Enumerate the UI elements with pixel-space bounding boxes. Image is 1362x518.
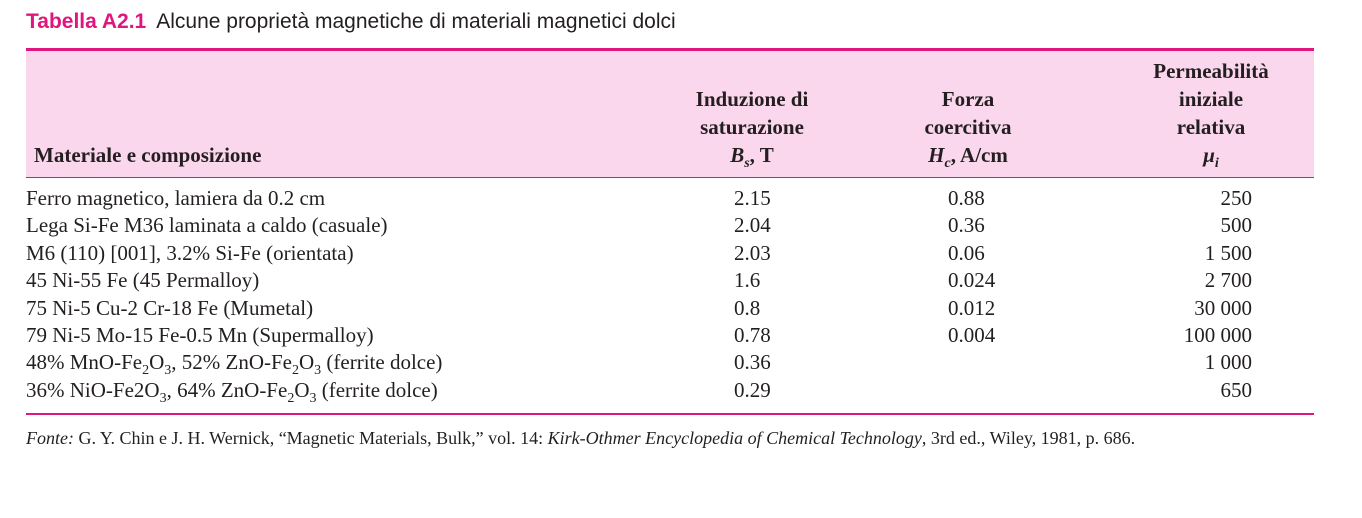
table-row: 75 Ni-5 Cu-2 Cr-18 Fe (Mumetal) 0.8 0.01… <box>26 295 1314 322</box>
cell-coercive: 0.06 <box>948 240 985 265</box>
cell-permeability: 30 000 <box>1194 295 1252 320</box>
table-row: 79 Ni-5 Mo-15 Fe-0.5 Mn (Supermalloy) 0.… <box>26 322 1314 349</box>
source-note: Fonte: G. Y. Chin e J. H. Wernick, “Magn… <box>26 425 1314 452</box>
header-material: Materiale e composizione <box>34 143 262 167</box>
table-row: M6 (110) [001], 3.2% Si-Fe (orientata) 2… <box>26 240 1314 267</box>
cell-induction: 0.36 <box>734 350 771 375</box>
header-induction: Induzione di saturazione Bs, T <box>662 85 842 172</box>
cell-coercive: 0.004 <box>948 322 996 347</box>
cell-coercive: 0.012 <box>948 295 996 320</box>
cell-induction: 0.78 <box>734 322 771 347</box>
source-text-before: G. Y. Chin e J. H. Wernick, “Magnetic Ma… <box>78 428 548 448</box>
table-row: Ferro magnetico, lamiera da 0.2 cm 2.15 … <box>26 185 1314 212</box>
cell-permeability: 100 000 <box>1183 322 1252 347</box>
cell-material: 45 Ni-55 Fe (45 Permalloy) <box>26 268 260 293</box>
cell-material: M6 (110) [001], 3.2% Si-Fe (orientata) <box>26 240 354 265</box>
cell-material: Lega Si-Fe M36 laminata a caldo (casuale… <box>26 213 388 238</box>
cell-coercive: 0.36 <box>948 213 985 238</box>
table-label: Tabella A2.1 <box>26 10 147 33</box>
source-text-after: , 3rd ed., Wiley, 1981, p. 686. <box>921 428 1136 448</box>
cell-induction: 2.04 <box>734 213 771 238</box>
cell-permeability: 1 000 <box>1204 350 1252 375</box>
cell-permeability: 2 700 <box>1204 268 1252 293</box>
cell-material: 48% MnO-Fe2O3, 52% ZnO-Fe2O3 (ferrite do… <box>26 350 443 379</box>
cell-material: 36% NiO-Fe2O3, 64% ZnO-Fe2O3 (ferrite do… <box>26 377 438 406</box>
cell-material: 79 Ni-5 Mo-15 Fe-0.5 Mn (Supermalloy) <box>26 322 374 347</box>
cell-induction: 0.29 <box>734 377 771 402</box>
table-row: Lega Si-Fe M36 laminata a caldo (casuale… <box>26 212 1314 239</box>
source-label: Fonte: <box>26 428 74 448</box>
table-body: Ferro magnetico, lamiera da 0.2 cm 2.15 … <box>26 185 1314 406</box>
cell-induction: 2.03 <box>734 240 771 265</box>
top-rule <box>26 48 1314 51</box>
table-caption: Tabella A2.1 Alcune proprietà magnetiche … <box>26 10 676 34</box>
header-permeability: Permeabilità iniziale relativa μi <box>1121 57 1301 172</box>
header-rule <box>26 177 1314 178</box>
bottom-rule <box>26 413 1314 415</box>
cell-permeability: 500 <box>1220 213 1253 238</box>
cell-induction: 1.6 <box>734 268 761 293</box>
table-row: 48% MnO-Fe2O3, 52% ZnO-Fe2O3 (ferrite do… <box>26 349 1314 379</box>
cell-material: 75 Ni-5 Cu-2 Cr-18 Fe (Mumetal) <box>26 295 314 320</box>
table-title: Alcune proprietà magnetiche di materiali… <box>156 10 676 33</box>
header-background <box>26 51 1314 177</box>
cell-permeability: 1 500 <box>1204 240 1252 265</box>
header-permeability-unit: μi <box>1203 143 1219 172</box>
cell-induction: 2.15 <box>734 186 771 210</box>
source-publication: Kirk-Othmer Encyclopedia of Chemical Tec… <box>547 428 922 448</box>
table-row: 36% NiO-Fe2O3, 64% ZnO-Fe2O3 (ferrite do… <box>26 377 1314 406</box>
cell-induction: 0.8 <box>734 295 761 320</box>
cell-material: Ferro magnetico, lamiera da 0.2 cm <box>26 186 326 210</box>
cell-coercive: 0.024 <box>948 268 996 293</box>
cell-permeability: 250 <box>1220 186 1253 210</box>
header-coercive-unit: Hc, A/cm <box>928 143 1008 172</box>
header-coercive: Forza coercitiva Hc, A/cm <box>878 85 1058 172</box>
header-induction-unit: Bs, T <box>730 143 774 172</box>
cell-permeability: 650 <box>1220 377 1253 402</box>
cell-coercive: 0.88 <box>948 186 985 210</box>
table-row: 45 Ni-55 Fe (45 Permalloy) 1.6 0.024 2 7… <box>26 267 1314 294</box>
